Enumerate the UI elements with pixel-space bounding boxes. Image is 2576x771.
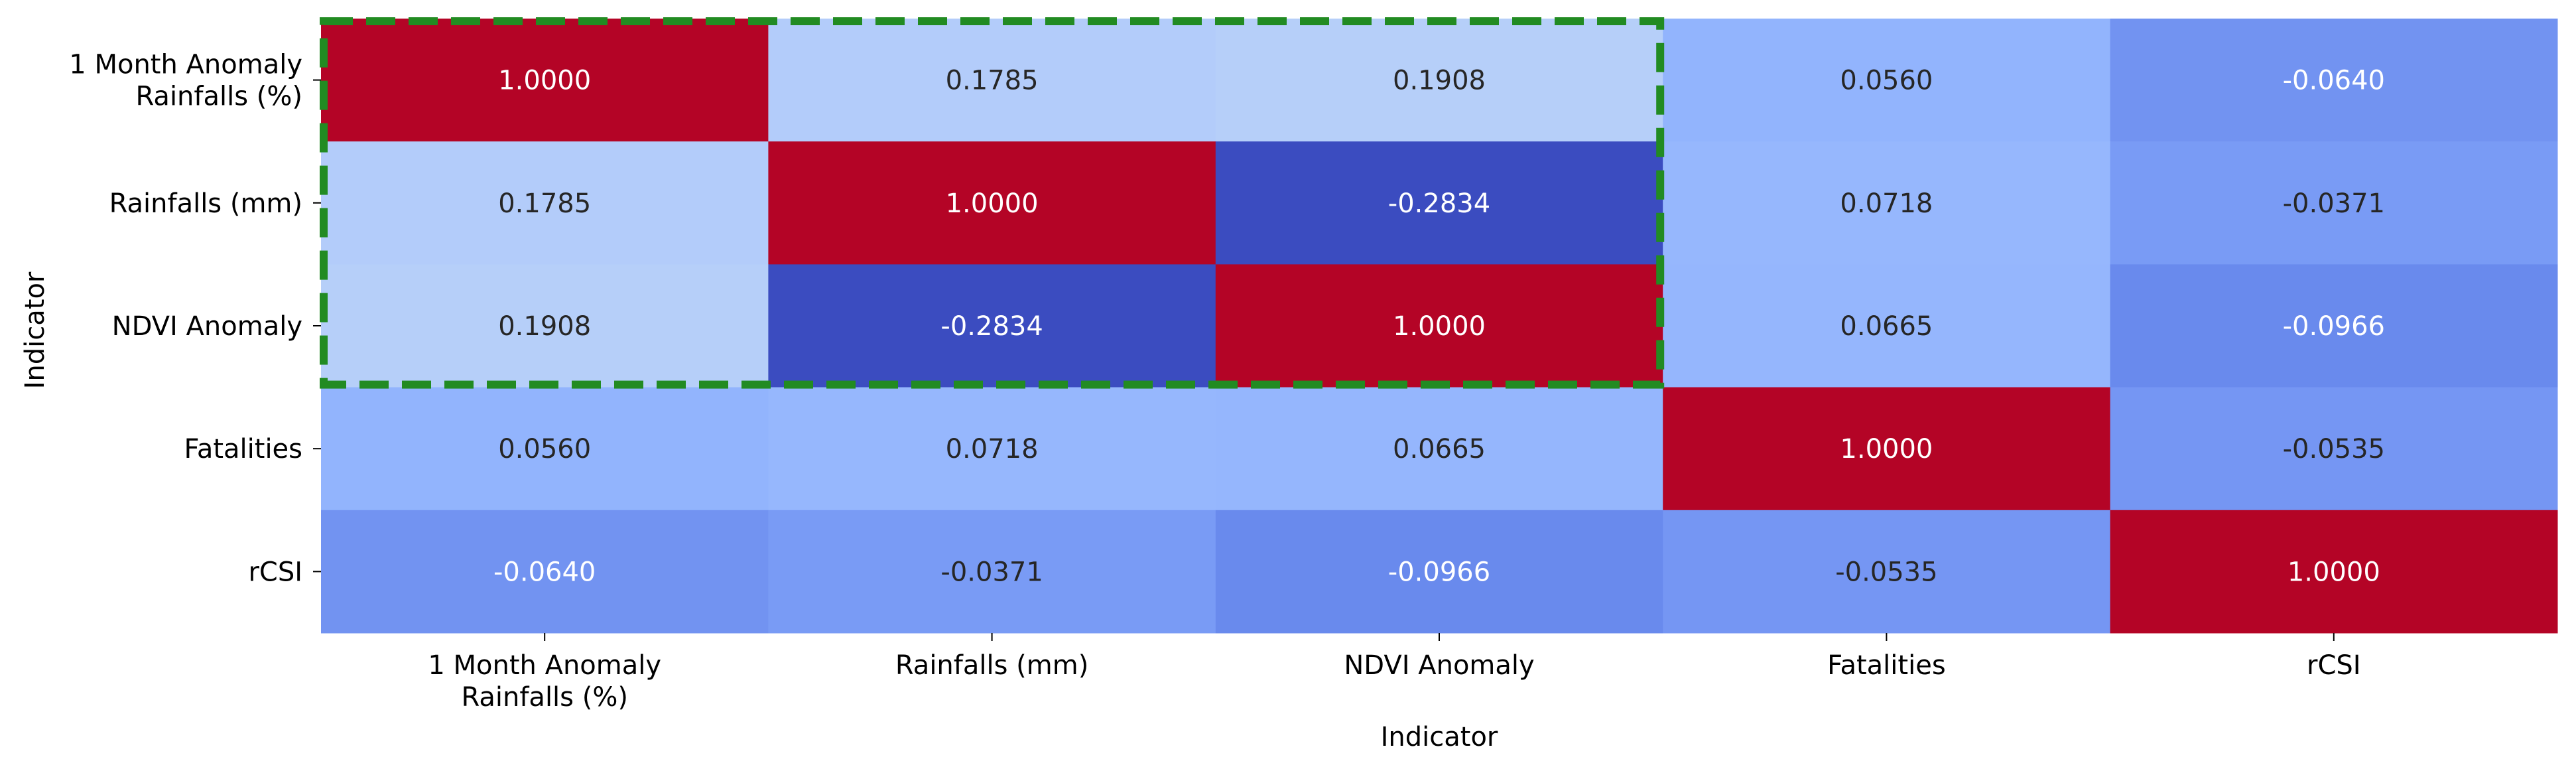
heatmap-cell-r2-c0 — [321, 264, 769, 388]
y-tick-label-3: Fatalities — [184, 434, 302, 464]
y-tick-label-0-line-1: Rainfalls (%) — [136, 82, 302, 112]
heatmap-cell-r4-c4 — [2110, 510, 2558, 634]
x-tick-label-2: NDVI Anomaly — [1344, 650, 1534, 681]
cell-label-r0-c4: -0.0640 — [2283, 66, 2385, 96]
cell-label-r3-c2: 0.0665 — [1393, 434, 1486, 464]
heatmap-cell-r1-c1 — [768, 141, 1216, 265]
cell-label-r4-c4: 1.0000 — [2287, 557, 2380, 587]
cell-label-r0-c0: 1.0000 — [498, 66, 591, 96]
heatmap-cell-r1-c0 — [321, 141, 769, 265]
cell-label-r1-c1: 1.0000 — [946, 188, 1039, 219]
x-tick-label-0-line-0: 1 Month Anomaly — [428, 650, 661, 681]
heatmap-cell-r1-c3 — [1663, 141, 2111, 265]
x-tick-label-3-line-0: Fatalities — [1827, 650, 1946, 681]
heatmap-cell-r4-c2 — [1215, 510, 1663, 634]
heatmap-cell-r4-c0 — [321, 510, 769, 634]
heatmap-cell-r1-c4 — [2110, 141, 2558, 265]
cell-label-r4-c1: -0.0371 — [940, 557, 1043, 587]
cell-label-r3-c1: 0.0718 — [946, 434, 1039, 464]
cell-label-r2-c1: -0.2834 — [940, 311, 1043, 342]
cell-label-r0-c3: 0.0560 — [1840, 66, 1933, 96]
heatmap-cell-r3-c1 — [768, 387, 1216, 511]
y-tick-label-0-line-0: 1 Month Anomaly — [69, 50, 302, 80]
heatmap-cell-r1-c2 — [1215, 141, 1663, 265]
heatmap-cell-r2-c2 — [1215, 264, 1663, 388]
y-tick-label-1-line-0: Rainfalls (mm) — [109, 188, 302, 219]
heatmap-cell-r3-c2 — [1215, 387, 1663, 511]
cell-label-r1-c2: -0.2834 — [1388, 188, 1490, 219]
heatmap-cell-r0-c0 — [321, 19, 769, 142]
x-axis: 1 Month Anomaly Rainfalls (%) Rainfalls (m… — [428, 633, 2361, 713]
y-axis: 1 Month Anomaly Rainfalls (%) Rainfalls (m… — [69, 50, 321, 587]
cell-label-r3-c0: 0.0560 — [498, 434, 591, 464]
heatmap-cells — [321, 19, 2558, 634]
heatmap-cell-r3-c0 — [321, 387, 769, 511]
x-tick-label-3: Fatalities — [1827, 650, 1946, 681]
cell-label-r1-c4: -0.0371 — [2283, 188, 2385, 219]
y-tick-label-4: rCSI — [248, 557, 302, 587]
cell-label-r4-c3: -0.0535 — [1835, 557, 1937, 587]
heatmap-cell-r0-c4 — [2110, 19, 2558, 142]
heatmap-cell-r3-c3 — [1663, 387, 2111, 511]
cell-label-r4-c0: -0.0640 — [493, 557, 596, 587]
x-tick-label-1-line-0: Rainfalls (mm) — [895, 650, 1088, 681]
heatmap-cell-labels: 1.0000 0.1785 0.1908 0.0560 -0.0640 0.1785 1.0… — [493, 66, 2385, 588]
heatmap-cell-r4-c3 — [1663, 510, 2111, 634]
cell-label-r2-c2: 1.0000 — [1393, 311, 1486, 342]
x-tick-label-4: rCSI — [2307, 650, 2361, 681]
cell-label-r3-c4: -0.0535 — [2283, 434, 2385, 464]
cell-label-r2-c4: -0.0966 — [2283, 311, 2385, 342]
heatmap-cell-r4-c1 — [768, 510, 1216, 634]
heatmap-cell-r2-c3 — [1663, 264, 2111, 388]
y-tick-label-2: NDVI Anomaly — [112, 311, 302, 342]
y-tick-label-1: Rainfalls (mm) — [109, 188, 302, 219]
x-tick-label-0-line-1: Rainfalls (%) — [461, 682, 627, 713]
heatmap-cell-r2-c1 — [768, 264, 1216, 388]
cell-label-r1-c0: 0.1785 — [498, 188, 591, 219]
y-axis-title: Indicator — [20, 271, 50, 389]
y-tick-label-2-line-0: NDVI Anomaly — [112, 311, 302, 342]
cell-label-r0-c2: 0.1908 — [1393, 66, 1486, 96]
x-tick-label-0: 1 Month Anomaly Rainfalls (%) — [428, 650, 661, 713]
cell-label-r4-c2: -0.0966 — [1388, 557, 1490, 587]
y-tick-label-4-line-0: rCSI — [248, 557, 302, 587]
x-tick-label-4-line-0: rCSI — [2307, 650, 2361, 681]
heatmap-cell-r0-c3 — [1663, 19, 2111, 142]
x-tick-label-1: Rainfalls (mm) — [895, 650, 1088, 681]
cell-label-r0-c1: 0.1785 — [946, 66, 1039, 96]
y-tick-label-0: 1 Month Anomaly Rainfalls (%) — [69, 50, 302, 112]
x-tick-label-2-line-0: NDVI Anomaly — [1344, 650, 1534, 681]
heatmap-cell-r3-c4 — [2110, 387, 2558, 511]
y-tick-label-3-line-0: Fatalities — [184, 434, 302, 464]
heatmap-cell-r0-c1 — [768, 19, 1216, 142]
cell-label-r2-c0: 0.1908 — [498, 311, 591, 342]
x-axis-title: Indicator — [1381, 722, 1498, 752]
heatmap-cell-r0-c2 — [1215, 19, 1663, 142]
cell-label-r1-c3: 0.0718 — [1840, 188, 1933, 219]
cell-label-r2-c3: 0.0665 — [1840, 311, 1933, 342]
cell-label-r3-c3: 1.0000 — [1840, 434, 1933, 464]
heatmap-cell-r2-c4 — [2110, 264, 2558, 388]
